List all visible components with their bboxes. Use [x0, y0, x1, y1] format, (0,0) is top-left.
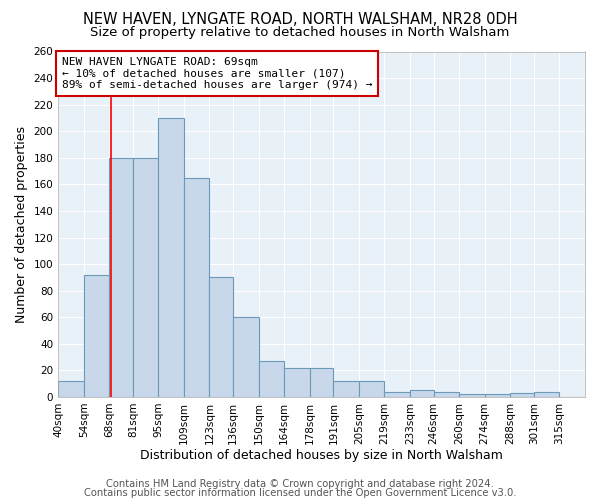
Bar	[233, 317, 259, 397]
Bar	[259, 361, 284, 397]
Bar	[485, 394, 510, 397]
Bar	[359, 381, 385, 397]
Bar	[133, 158, 158, 397]
Bar	[534, 392, 559, 397]
Bar	[410, 390, 434, 397]
Bar	[334, 381, 359, 397]
Text: Size of property relative to detached houses in North Walsham: Size of property relative to detached ho…	[91, 26, 509, 39]
Text: NEW HAVEN LYNGATE ROAD: 69sqm
← 10% of detached houses are smaller (107)
89% of : NEW HAVEN LYNGATE ROAD: 69sqm ← 10% of d…	[62, 57, 373, 90]
Y-axis label: Number of detached properties: Number of detached properties	[15, 126, 28, 322]
Bar	[434, 392, 459, 397]
X-axis label: Distribution of detached houses by size in North Walsham: Distribution of detached houses by size …	[140, 450, 503, 462]
Bar	[385, 392, 410, 397]
Bar	[109, 158, 133, 397]
Bar	[310, 368, 334, 397]
Bar	[209, 278, 233, 397]
Bar	[459, 394, 485, 397]
Bar	[184, 178, 209, 397]
Bar	[83, 274, 109, 397]
Text: Contains public sector information licensed under the Open Government Licence v3: Contains public sector information licen…	[84, 488, 516, 498]
Bar	[58, 381, 83, 397]
Bar	[510, 393, 534, 397]
Text: NEW HAVEN, LYNGATE ROAD, NORTH WALSHAM, NR28 0DH: NEW HAVEN, LYNGATE ROAD, NORTH WALSHAM, …	[83, 12, 517, 28]
Text: Contains HM Land Registry data © Crown copyright and database right 2024.: Contains HM Land Registry data © Crown c…	[106, 479, 494, 489]
Bar	[158, 118, 184, 397]
Bar	[284, 368, 310, 397]
